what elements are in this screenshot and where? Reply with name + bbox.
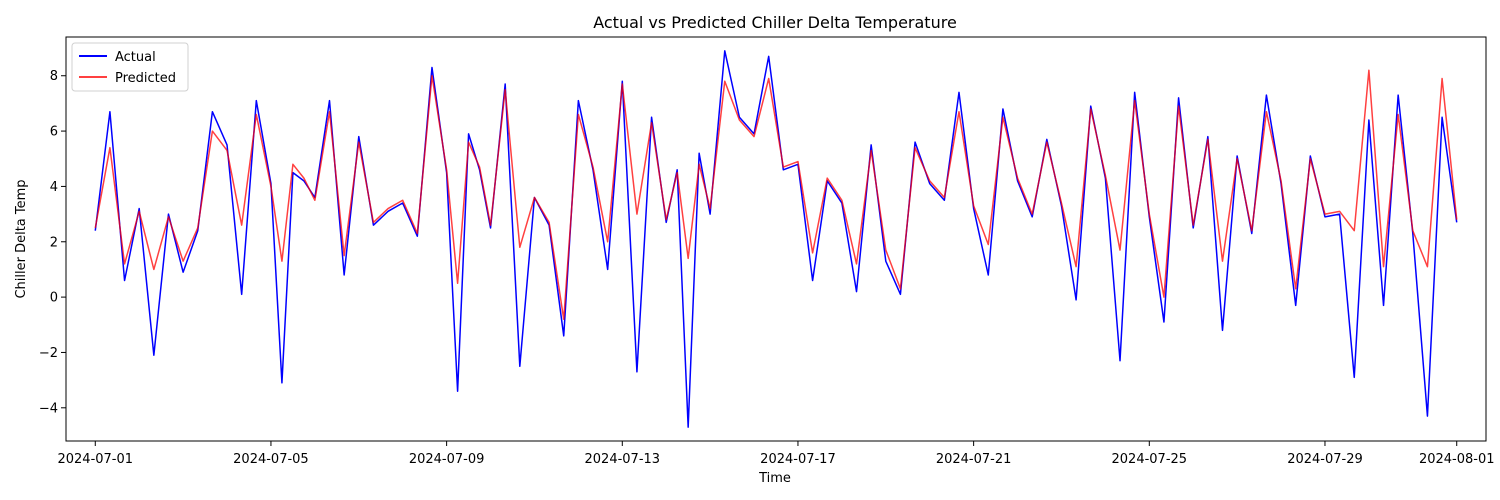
x-tick-label: 2024-08-01: [1419, 452, 1495, 467]
series-line-predicted: [94, 69, 1458, 320]
x-axis: 2024-07-01 2024-07-05 2024-07-09 2024-07-13…: [57, 441, 1495, 467]
x-axis-label: Time: [758, 471, 791, 486]
y-tick-label: −2: [39, 346, 58, 361]
y-tick-label: 4: [50, 180, 58, 195]
y-axis: −4 −2 0 2 4 6 8: [39, 69, 66, 416]
series-line-actual: [94, 50, 1458, 428]
x-tick-label: 2024-07-13: [585, 452, 661, 467]
plot-area: [94, 50, 1458, 428]
x-tick-label: 2024-07-29: [1287, 452, 1363, 467]
x-tick-label: 2024-07-25: [1112, 452, 1188, 467]
x-tick-label: 2024-07-21: [936, 452, 1012, 467]
x-tick-label: 2024-07-17: [760, 452, 836, 467]
y-tick-label: 2: [50, 235, 58, 250]
legend: Actual Predicted: [71, 42, 189, 92]
y-tick-label: 0: [50, 291, 58, 306]
x-tick-label: 2024-07-09: [409, 452, 485, 467]
y-tick-label: 8: [50, 69, 58, 84]
chart-title: Actual vs Predicted Chiller Delta Temper…: [593, 13, 957, 32]
legend-label-actual: Actual: [115, 50, 156, 65]
legend-label-predicted: Predicted: [115, 71, 176, 86]
y-tick-label: −4: [39, 401, 58, 416]
x-tick-label: 2024-07-05: [233, 452, 309, 467]
plot-frame: [65, 36, 1487, 442]
x-tick-label: 2024-07-01: [57, 452, 133, 467]
y-tick-label: 6: [50, 125, 58, 140]
y-axis-label: Chiller Delta Temp: [14, 179, 29, 298]
